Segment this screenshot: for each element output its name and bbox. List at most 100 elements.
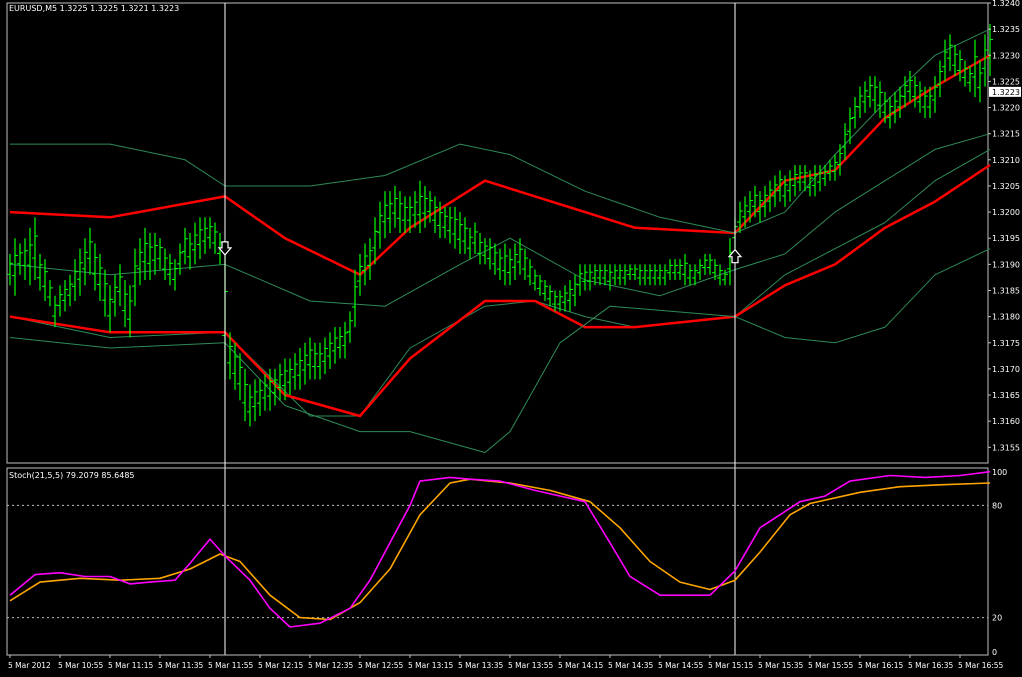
ohlc-bar: [457, 212, 463, 254]
ohlc-bar: [17, 243, 23, 275]
time-tick-label: 5 Mar 14:55: [658, 661, 704, 670]
ohlc-bar: [377, 201, 383, 249]
ohlc-bar: [172, 259, 178, 291]
ohlc-bars: [7, 23, 993, 427]
main-panel-frame: [6, 2, 989, 464]
price-tick-label: 1.3230: [992, 51, 1020, 60]
ohlc-bar: [357, 253, 363, 296]
time-tick-label: 5 Mar 2012: [8, 661, 51, 670]
ohlc-bar: [667, 259, 673, 281]
ohlc-bar: [597, 264, 603, 286]
ohlc-bar: [957, 50, 963, 82]
price-tick-label: 1.3165: [992, 391, 1020, 400]
time-tick-label: 5 Mar 15:15: [708, 661, 754, 670]
time-tick-label: 5 Mar 11:15: [108, 661, 154, 670]
price-tick-label: 1.3175: [992, 339, 1020, 348]
ohlc-bar: [792, 165, 798, 197]
ohlc-bar: [87, 227, 93, 275]
price-tick-label: 1.3190: [992, 260, 1020, 269]
ohlc-bar: [847, 107, 853, 145]
ohlc-bar: [947, 34, 953, 71]
ohlc-bar: [802, 165, 808, 192]
ohlc-bar: [982, 34, 988, 87]
ohlc-bar: [132, 248, 138, 307]
ohlc-bar: [697, 259, 703, 281]
ohlc-bar: [927, 86, 933, 118]
ohlc-bar: [722, 269, 728, 286]
price-tick-label: 1.3215: [992, 130, 1020, 139]
stoch-tick-label: 80: [992, 501, 1002, 510]
ohlc-bar: [142, 227, 148, 281]
ohlc-bar: [872, 76, 878, 113]
price-tick-label: 1.3170: [992, 365, 1020, 374]
stoch-label: Stoch(21,5,5) 79.2079 85.6485: [9, 471, 135, 480]
ohlc-bar: [657, 264, 663, 286]
ohlc-bar: [842, 123, 848, 160]
ohlc-bar: [717, 264, 723, 286]
ohlc-bar: [422, 185, 428, 228]
ohlc-bar: [497, 248, 503, 281]
buy-arrow: [727, 248, 743, 264]
main-frame-rect: [6, 2, 989, 464]
ohlc-bar: [527, 259, 533, 286]
ohlc-bar: [592, 264, 598, 286]
ohlc-bar: [332, 327, 338, 364]
ohlc-bar: [692, 264, 698, 286]
line-bb-inner-lower: [9, 163, 991, 418]
ohlc-bar: [547, 285, 553, 307]
ohlc-bar: [912, 76, 918, 108]
ohlc-bar: [52, 295, 58, 328]
ohlc-bar: [167, 253, 173, 286]
ohlc-bar: [442, 206, 448, 239]
time-tick-label: 5 Mar 16:35: [908, 661, 954, 670]
ohlc-bar: [532, 269, 538, 291]
ohlc-bar: [77, 248, 83, 296]
ohlc-bar: [57, 285, 63, 317]
ohlc-bar: [362, 243, 368, 286]
ohlc-bar: [42, 259, 48, 301]
ohlc-bar: [277, 363, 283, 401]
ohlc-bar: [162, 248, 168, 281]
sell-arrow: [217, 241, 233, 256]
ohlc-bar: [272, 368, 278, 406]
ohlc-bar: [542, 280, 548, 301]
ohlc-bar: [302, 342, 308, 385]
ohlc-bar: [832, 154, 838, 181]
price-tick-label: 1.3210: [992, 156, 1020, 165]
ohlc-bar: [382, 191, 388, 239]
ohlc-bar: [417, 180, 423, 233]
ohlc-bar: [567, 280, 573, 312]
ohlc-bar: [537, 274, 543, 296]
ohlc-bar: [837, 144, 843, 176]
ohlc-bar: [282, 358, 288, 401]
price-tick-label: 1.3200: [992, 208, 1020, 217]
ohlc-bar: [257, 379, 263, 416]
ohlc-bar: [337, 327, 343, 359]
ohlc-bar: [252, 379, 258, 422]
ohlc-bar: [507, 248, 513, 286]
ohlc-bar: [437, 201, 443, 239]
ohlc-bar: [772, 175, 778, 207]
ohlc-bar: [687, 264, 693, 286]
ohlc-bar: [602, 264, 608, 286]
line-bb-outer-upper: [10, 28, 991, 234]
ohlc-bar: [852, 97, 858, 129]
ohlc-bar: [917, 81, 923, 113]
price-axis: 1.3240 1.3235 1.3230 1.3225 1.3220 1.3215 1.32…: [988, 0, 1021, 452]
ohlc-bar: [287, 358, 293, 396]
ohlc-bar: [27, 227, 33, 286]
ohlc-bar: [452, 206, 458, 249]
ohlc-bar: [207, 217, 213, 249]
ohlc-bar: [327, 332, 333, 369]
ohlc-bar: [637, 264, 643, 286]
ohlc-bar: [72, 259, 78, 301]
ohlc-bar: [962, 60, 968, 87]
ohlc-bar: [412, 191, 418, 228]
price-tick-label: 1.3235: [992, 25, 1020, 34]
time-tick-label: 5 Mar 12:15: [258, 661, 304, 670]
ohlc-bar: [322, 337, 328, 375]
ohlc-bar: [737, 201, 743, 233]
ohlc-bar: [372, 217, 378, 265]
ohlc-bar: [447, 206, 453, 244]
